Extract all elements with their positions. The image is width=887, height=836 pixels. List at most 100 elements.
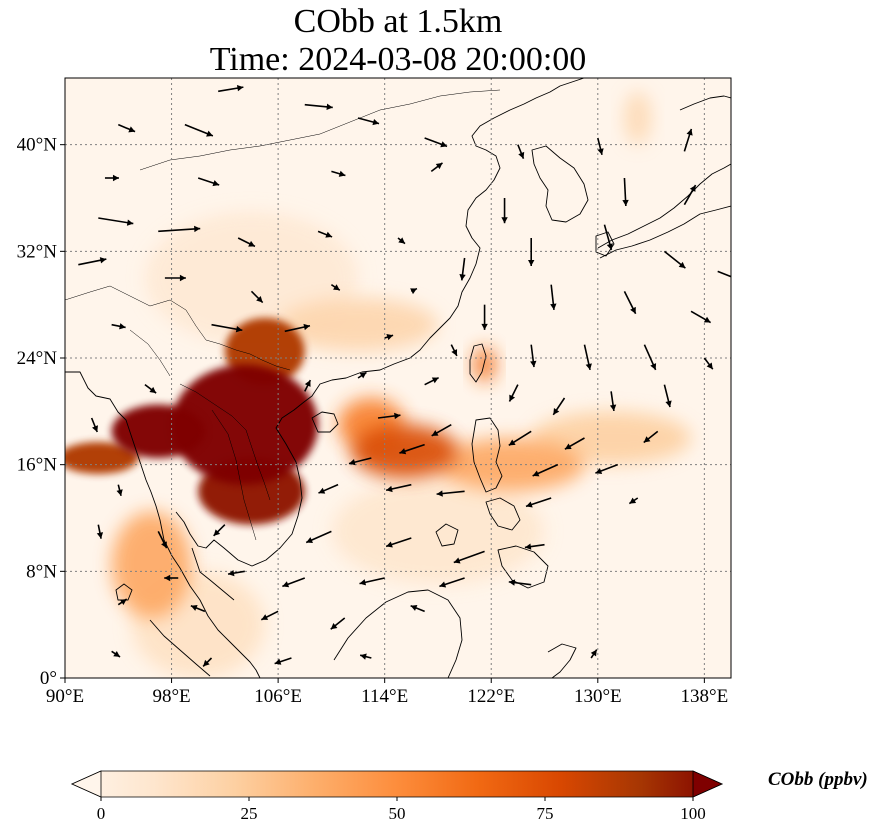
wind-arrow-53 [377, 412, 401, 420]
wind-arrow-56 [564, 437, 585, 450]
lon-tick-label: 130°E [574, 686, 622, 707]
wind-arrow-72 [385, 537, 412, 548]
wind-arrow-52 [90, 417, 98, 433]
lat-tick-label: 40°N [17, 135, 58, 156]
wind-arrow-21 [459, 257, 466, 281]
wind-arrow-13 [501, 198, 508, 224]
wind-arrow-24 [663, 250, 686, 269]
colorbar-gradient [71, 770, 723, 798]
hainan-island [311, 411, 339, 433]
wind-arrow-2 [357, 117, 380, 126]
wind-arrow-83 [260, 610, 279, 621]
colorbar-extend-low [71, 770, 102, 798]
japan-islands [597, 163, 731, 249]
map-title-line-1: CObb at 1.5km [293, 3, 503, 40]
wind-arrow-57 [643, 430, 659, 444]
visayas-islands [485, 497, 521, 531]
coastlines [65, 78, 731, 678]
colorbar: 0 25 50 75 100 [71, 770, 723, 823]
wind-arrow-77 [282, 577, 306, 588]
map-frame [64, 77, 732, 679]
indochina-coastline [175, 78, 585, 567]
wind-arrow-67 [628, 497, 639, 505]
wind-arrow-16 [98, 217, 134, 226]
wind-arrow-39 [450, 344, 458, 357]
wind-arrow-1 [304, 103, 333, 111]
borneo-island [333, 589, 463, 678]
wind-arrow-65 [436, 490, 465, 497]
wind-arrow-19 [317, 230, 333, 238]
wind-arrow-25 [717, 270, 731, 278]
lon-tick-label: 138°E [681, 686, 729, 707]
wind-arrow-76 [227, 569, 245, 577]
wind-arrow-58 [348, 457, 372, 466]
co-plume-15 [111, 404, 205, 459]
wind-arrow-87 [202, 657, 213, 667]
wind-arrow-45 [304, 379, 312, 392]
wind-arrow-54 [431, 423, 452, 437]
lat-tick-label: 32°N [17, 241, 58, 262]
wind-arrow-84 [330, 617, 346, 630]
wind-arrow-63 [318, 483, 339, 494]
hokkaido-island [679, 95, 731, 111]
wind-arrow-4 [184, 123, 214, 137]
wind-arrow-8 [683, 128, 693, 152]
wind-arrow-51 [663, 384, 672, 408]
lon-tick-label: 114°E [361, 686, 408, 707]
wind-arrow-29 [330, 284, 341, 291]
wind-arrow-36 [211, 323, 243, 333]
colorbar-tick-label: 25 [241, 804, 258, 823]
wind-arrow-74 [524, 543, 545, 550]
wind-arrow-5 [424, 137, 448, 148]
lat-tick-label: 0° [40, 668, 57, 689]
wind-arrow-43 [703, 357, 714, 370]
wind-arrow-38 [384, 334, 394, 341]
co-plume-3 [624, 91, 652, 145]
colorbar-tick-label: 100 [680, 804, 706, 823]
wind-arrow-70 [213, 524, 226, 537]
wind-arrow-60 [532, 463, 559, 477]
co-plume-4 [278, 298, 438, 352]
wind-arrow-11 [331, 170, 346, 177]
wind-arrow-6 [517, 144, 525, 159]
wind-arrow-35 [111, 323, 126, 330]
wind-arrow-82 [190, 604, 206, 613]
wind-arrow-27 [164, 274, 186, 282]
sumatra-north-tip [115, 583, 133, 601]
wind-arrow-59 [399, 443, 425, 455]
wind-arrow-33 [623, 290, 637, 315]
japan-southern-coast [599, 205, 731, 259]
wind-arrow-89 [359, 653, 372, 660]
colorbar-ticks: 0 25 50 75 100 [97, 797, 706, 823]
colorbar-tick-label: 75 [537, 804, 554, 823]
wind-arrow-31 [481, 304, 488, 330]
wind-arrow-90 [590, 649, 598, 659]
wind-arrow-22 [528, 238, 535, 266]
wind-arrow-80 [508, 579, 532, 586]
wind-arrow-46 [357, 371, 367, 379]
wind-arrow-10 [197, 177, 220, 187]
wind-arrow-69 [157, 530, 168, 549]
wind-arrow-50 [609, 391, 617, 412]
co-plume-14 [171, 364, 319, 485]
wind-arrow-12 [430, 162, 443, 172]
wind-arrow-41 [583, 344, 592, 371]
wind-arrow-23 [603, 224, 613, 251]
wind-arrow-61 [595, 463, 619, 474]
taiwan-island [469, 343, 487, 383]
co-plume-12 [65, 442, 139, 474]
wind-arrow-20 [397, 237, 406, 245]
wind-arrow-26 [78, 257, 107, 266]
wind-arrow-7 [597, 137, 604, 155]
wind-arrow-71 [305, 530, 332, 544]
wind-arrow-55 [508, 430, 532, 447]
luzon-island [471, 417, 503, 493]
lon-tick-label: 122°E [467, 686, 515, 707]
colorbar-tick-label: 0 [97, 804, 106, 823]
sulawesi-island [547, 643, 577, 678]
country-borders [65, 89, 501, 541]
map-axis-ticks: 90°E 98°E 106°E 114°E 122°E 130°E 138°E 0° 8°N 16… [17, 135, 729, 707]
wind-arrow-30 [410, 287, 418, 295]
wind-arrow-86 [111, 650, 121, 658]
wind-arrow-79 [439, 577, 465, 588]
